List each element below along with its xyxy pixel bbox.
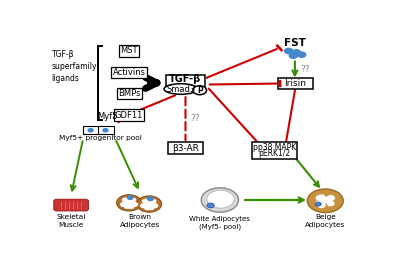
Text: GDF11: GDF11: [115, 111, 143, 120]
Circle shape: [327, 201, 334, 206]
Circle shape: [103, 129, 108, 132]
Text: pERK1/2: pERK1/2: [259, 149, 291, 158]
Circle shape: [193, 86, 206, 95]
Circle shape: [132, 203, 138, 206]
FancyBboxPatch shape: [54, 199, 88, 211]
Circle shape: [141, 204, 146, 208]
Text: Beige
Adipocytes: Beige Adipocytes: [305, 214, 346, 228]
Circle shape: [148, 197, 153, 201]
Circle shape: [207, 190, 234, 208]
Text: ??: ??: [190, 114, 200, 122]
Text: Myf5+ progenitor pool: Myf5+ progenitor pool: [59, 135, 142, 141]
Circle shape: [289, 53, 297, 58]
Text: ??: ??: [300, 65, 309, 74]
FancyBboxPatch shape: [166, 76, 205, 91]
FancyBboxPatch shape: [278, 78, 312, 89]
Circle shape: [298, 52, 306, 57]
Circle shape: [207, 203, 214, 208]
Circle shape: [126, 201, 132, 204]
Circle shape: [316, 196, 323, 200]
Text: Smad3: Smad3: [166, 84, 196, 93]
Circle shape: [150, 199, 156, 203]
Circle shape: [121, 203, 126, 206]
Circle shape: [285, 48, 293, 54]
Text: Myf5: Myf5: [97, 112, 118, 121]
Circle shape: [201, 188, 238, 212]
Circle shape: [128, 205, 134, 208]
Circle shape: [143, 199, 148, 203]
Text: β3-AR: β3-AR: [172, 144, 199, 153]
Circle shape: [326, 196, 332, 201]
Text: TGF-β
superfamily
ligands: TGF-β superfamily ligands: [52, 50, 97, 83]
FancyBboxPatch shape: [168, 143, 203, 154]
FancyBboxPatch shape: [98, 126, 114, 134]
Text: Skeletal
Muscle: Skeletal Muscle: [56, 214, 86, 228]
Text: MST: MST: [120, 46, 138, 55]
Circle shape: [117, 195, 142, 211]
Circle shape: [318, 195, 325, 200]
Text: Irisin: Irisin: [284, 79, 306, 88]
Ellipse shape: [164, 84, 198, 94]
Circle shape: [315, 202, 321, 206]
FancyBboxPatch shape: [83, 126, 99, 134]
Circle shape: [128, 196, 133, 199]
Text: TGF-β: TGF-β: [169, 74, 202, 84]
Text: BMPs: BMPs: [118, 89, 140, 98]
Text: Activins: Activins: [112, 68, 146, 77]
Text: FST: FST: [284, 38, 306, 48]
Text: Brown
Adipocytes: Brown Adipocytes: [120, 214, 160, 228]
Circle shape: [124, 205, 130, 208]
Text: pp38 MAPK: pp38 MAPK: [253, 143, 296, 152]
Circle shape: [137, 196, 162, 212]
Circle shape: [328, 196, 334, 200]
Circle shape: [318, 203, 325, 208]
Circle shape: [146, 202, 152, 205]
Circle shape: [307, 189, 343, 213]
Text: P: P: [197, 86, 203, 95]
Circle shape: [292, 50, 300, 55]
Circle shape: [88, 129, 93, 132]
Circle shape: [122, 198, 128, 202]
Text: White Adipocytes
(Myf5- pool): White Adipocytes (Myf5- pool): [190, 216, 250, 230]
Circle shape: [130, 198, 136, 202]
Circle shape: [148, 206, 154, 210]
FancyBboxPatch shape: [252, 143, 297, 159]
Circle shape: [152, 204, 158, 208]
Circle shape: [316, 201, 322, 206]
Circle shape: [144, 206, 150, 210]
Circle shape: [322, 198, 329, 203]
